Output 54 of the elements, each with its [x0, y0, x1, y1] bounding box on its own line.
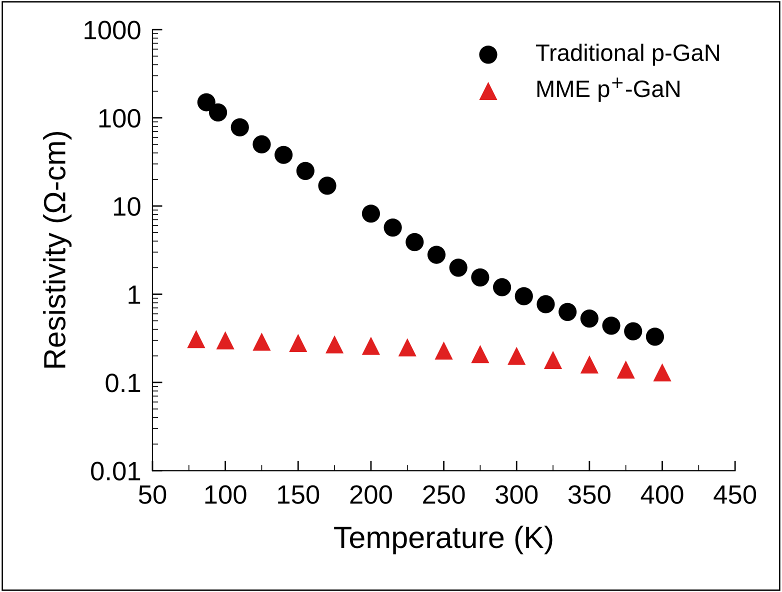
- y-tick-label: 1000: [84, 20, 140, 40]
- point: [508, 346, 526, 365]
- point: [274, 146, 293, 164]
- point: [514, 287, 533, 306]
- point: [558, 302, 577, 321]
- x-tick-label: 250: [423, 485, 465, 504]
- point: [653, 363, 672, 382]
- point: [296, 162, 314, 180]
- y-tick-label: 0.01: [91, 462, 140, 480]
- point: [362, 204, 380, 223]
- point: [580, 309, 598, 328]
- point: [544, 350, 562, 369]
- point: [427, 246, 446, 264]
- x-tick-label: 450: [714, 485, 756, 504]
- legend-label: MME p$^{+}$-GaN: [537, 78, 680, 102]
- x-tick-label: 200: [350, 485, 392, 504]
- point: [362, 336, 380, 355]
- point: [252, 135, 271, 154]
- point: [646, 328, 664, 346]
- point: [471, 268, 490, 286]
- x-tick-label: 300: [496, 485, 538, 504]
- y-tick-label: 1: [128, 286, 140, 304]
- point: [208, 103, 228, 122]
- point: [492, 278, 512, 296]
- point: [289, 334, 308, 352]
- point: [406, 233, 424, 252]
- y-tick-label: 0.1: [106, 374, 140, 392]
- point: [616, 360, 635, 379]
- y-axis-title: Resistivity (Ω-cm): [43, 132, 72, 368]
- x-axis-title: Temperature (K): [334, 526, 552, 554]
- x-tick-label: 350: [568, 485, 610, 504]
- legend-label: Traditional p-GaN: [536, 44, 719, 66]
- point: [624, 322, 642, 340]
- point: [384, 218, 402, 237]
- point: [216, 331, 234, 350]
- point: [252, 332, 271, 351]
- point: [197, 93, 216, 112]
- point: [536, 295, 555, 314]
- y-tick-label: 10: [114, 197, 140, 216]
- point: [325, 335, 344, 354]
- point: [230, 118, 249, 136]
- x-tick-label: 400: [640, 485, 684, 504]
- y-tick-label: 100: [99, 108, 140, 128]
- point: [398, 338, 416, 356]
- x-tick-label: 100: [205, 485, 246, 504]
- point: [580, 355, 598, 374]
- point: [449, 258, 468, 277]
- point: [471, 344, 490, 364]
- point: [318, 176, 336, 195]
- x-tick-label: 150: [278, 485, 320, 504]
- point: [602, 316, 620, 335]
- x-tick-label: 50: [138, 485, 166, 504]
- point: [434, 341, 453, 360]
- point: [187, 330, 206, 348]
